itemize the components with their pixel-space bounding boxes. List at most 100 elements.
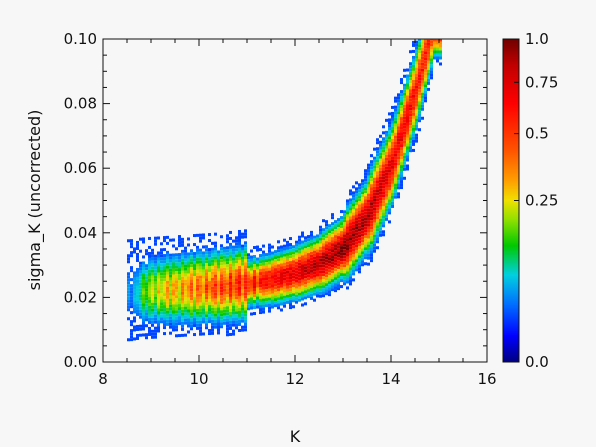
heat-cell — [298, 247, 301, 251]
heat-cell — [391, 168, 394, 172]
heat-cell — [166, 265, 169, 269]
heat-cell — [196, 287, 199, 291]
heat-cell — [205, 269, 208, 273]
heat-cell — [322, 285, 325, 289]
heat-cell — [415, 58, 418, 62]
heat-cell — [268, 300, 271, 304]
heat-cell — [139, 270, 142, 274]
heat-cell — [226, 324, 229, 328]
heat-cell — [238, 238, 241, 242]
heat-cell — [376, 186, 379, 190]
heat-cell — [241, 250, 244, 254]
heat-cell — [334, 253, 337, 257]
heat-cell — [184, 315, 187, 319]
heat-cell — [211, 304, 214, 308]
heat-cell — [256, 260, 259, 264]
heat-cell — [340, 210, 343, 214]
heat-cell — [424, 9, 427, 12]
heat-cell — [163, 269, 166, 273]
heat-cell — [373, 222, 376, 226]
heat-cell — [220, 319, 223, 323]
heat-cell — [418, 39, 421, 42]
heat-cell — [355, 199, 358, 203]
heat-cell — [199, 239, 202, 243]
heat-cell — [385, 190, 388, 194]
heat-cell — [376, 219, 379, 223]
heat-cell — [409, 101, 412, 105]
heat-cell — [154, 335, 157, 339]
heat-cell — [205, 281, 208, 285]
heat-cell — [358, 249, 361, 253]
heat-cell — [184, 261, 187, 265]
heat-cell — [385, 139, 388, 143]
heat-cell — [409, 92, 412, 96]
heat-cell — [193, 252, 196, 256]
heat-cell — [340, 249, 343, 253]
heat-cell — [376, 198, 379, 202]
heat-cell — [229, 257, 232, 261]
heat-cell — [388, 124, 391, 128]
heat-cell — [178, 313, 181, 317]
heat-cell — [151, 308, 154, 312]
heat-cell — [295, 267, 298, 271]
heat-cell — [415, 106, 418, 110]
heat-cell — [367, 196, 370, 200]
heat-cell — [205, 308, 208, 312]
heat-cell — [295, 282, 298, 286]
heat-cell — [415, 136, 418, 140]
heat-cell — [133, 319, 136, 323]
heat-cell — [235, 293, 238, 297]
heat-cell — [364, 217, 367, 221]
heat-cell — [388, 187, 391, 191]
heat-cell — [274, 253, 277, 257]
heat-cell — [331, 222, 334, 226]
heat-cell — [187, 324, 190, 328]
heat-cell — [166, 319, 169, 323]
heat-cell — [415, 79, 418, 83]
heat-cell — [184, 264, 187, 268]
heat-cell — [241, 280, 244, 284]
heat-cell — [217, 325, 220, 329]
heat-cell — [409, 131, 412, 135]
heat-cell — [436, 14, 439, 17]
heat-cell — [151, 332, 154, 336]
heat-cell — [430, 31, 433, 34]
heat-cell — [439, 39, 442, 42]
heat-cell — [388, 202, 391, 206]
heat-cell — [220, 289, 223, 293]
heat-cell — [283, 247, 286, 251]
heat-cell — [304, 302, 307, 306]
heat-cell — [163, 293, 166, 297]
heat-cell — [415, 85, 418, 89]
heat-cell — [226, 282, 229, 286]
heat-cell — [430, 7, 433, 10]
heat-cell — [349, 252, 352, 256]
heat-cell — [337, 248, 340, 252]
heat-cell — [238, 259, 241, 263]
heat-cell — [316, 282, 319, 286]
heat-cell — [340, 270, 343, 274]
heat-cell — [160, 269, 163, 273]
heat-cell — [178, 310, 181, 314]
heat-cell — [343, 249, 346, 253]
x-tick-label: 16 — [477, 370, 496, 388]
heat-cell — [235, 251, 238, 255]
heat-cell — [382, 146, 385, 150]
heat-cell — [361, 212, 364, 216]
heat-cell — [343, 258, 346, 262]
heat-cell — [397, 120, 400, 124]
heat-cell — [187, 270, 190, 274]
heat-cell — [238, 289, 241, 293]
heat-cell — [370, 241, 373, 245]
heat-cell — [235, 317, 238, 321]
heat-cell — [292, 269, 295, 273]
heat-cell — [214, 292, 217, 296]
heat-cell — [151, 329, 154, 333]
heat-cell — [388, 175, 391, 179]
heat-cell — [307, 271, 310, 275]
heat-cell — [346, 226, 349, 230]
heat-cell — [370, 181, 373, 185]
heat-cell — [295, 255, 298, 259]
heat-cell — [205, 311, 208, 315]
heat-cell — [313, 274, 316, 278]
